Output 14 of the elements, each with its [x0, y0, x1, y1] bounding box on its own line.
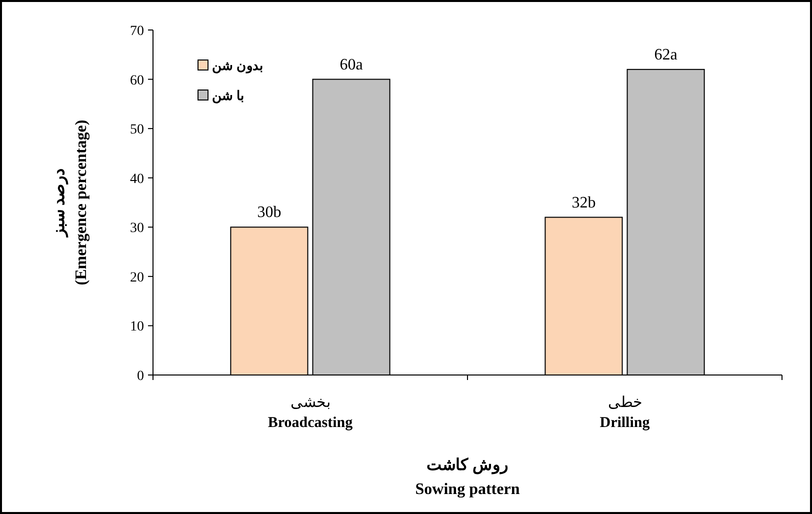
legend-label: با شن — [212, 88, 244, 104]
data-label: 62a — [654, 46, 678, 64]
y-tick-label: 20 — [130, 270, 144, 286]
legend-label: بدون شن — [212, 58, 264, 74]
data-label: 32b — [572, 194, 596, 212]
y-tick-label: 10 — [130, 320, 144, 335]
y-tick-label: 60 — [130, 73, 144, 88]
y-tick-label: 70 — [130, 24, 144, 39]
y-tick-label: 50 — [130, 122, 144, 138]
data-label: 30b — [257, 204, 282, 222]
data-label: 60a — [340, 56, 363, 74]
y-tick-label: 30 — [130, 221, 144, 236]
y-tick-label: 0 — [137, 369, 144, 384]
y-tick-label: 40 — [130, 172, 144, 187]
